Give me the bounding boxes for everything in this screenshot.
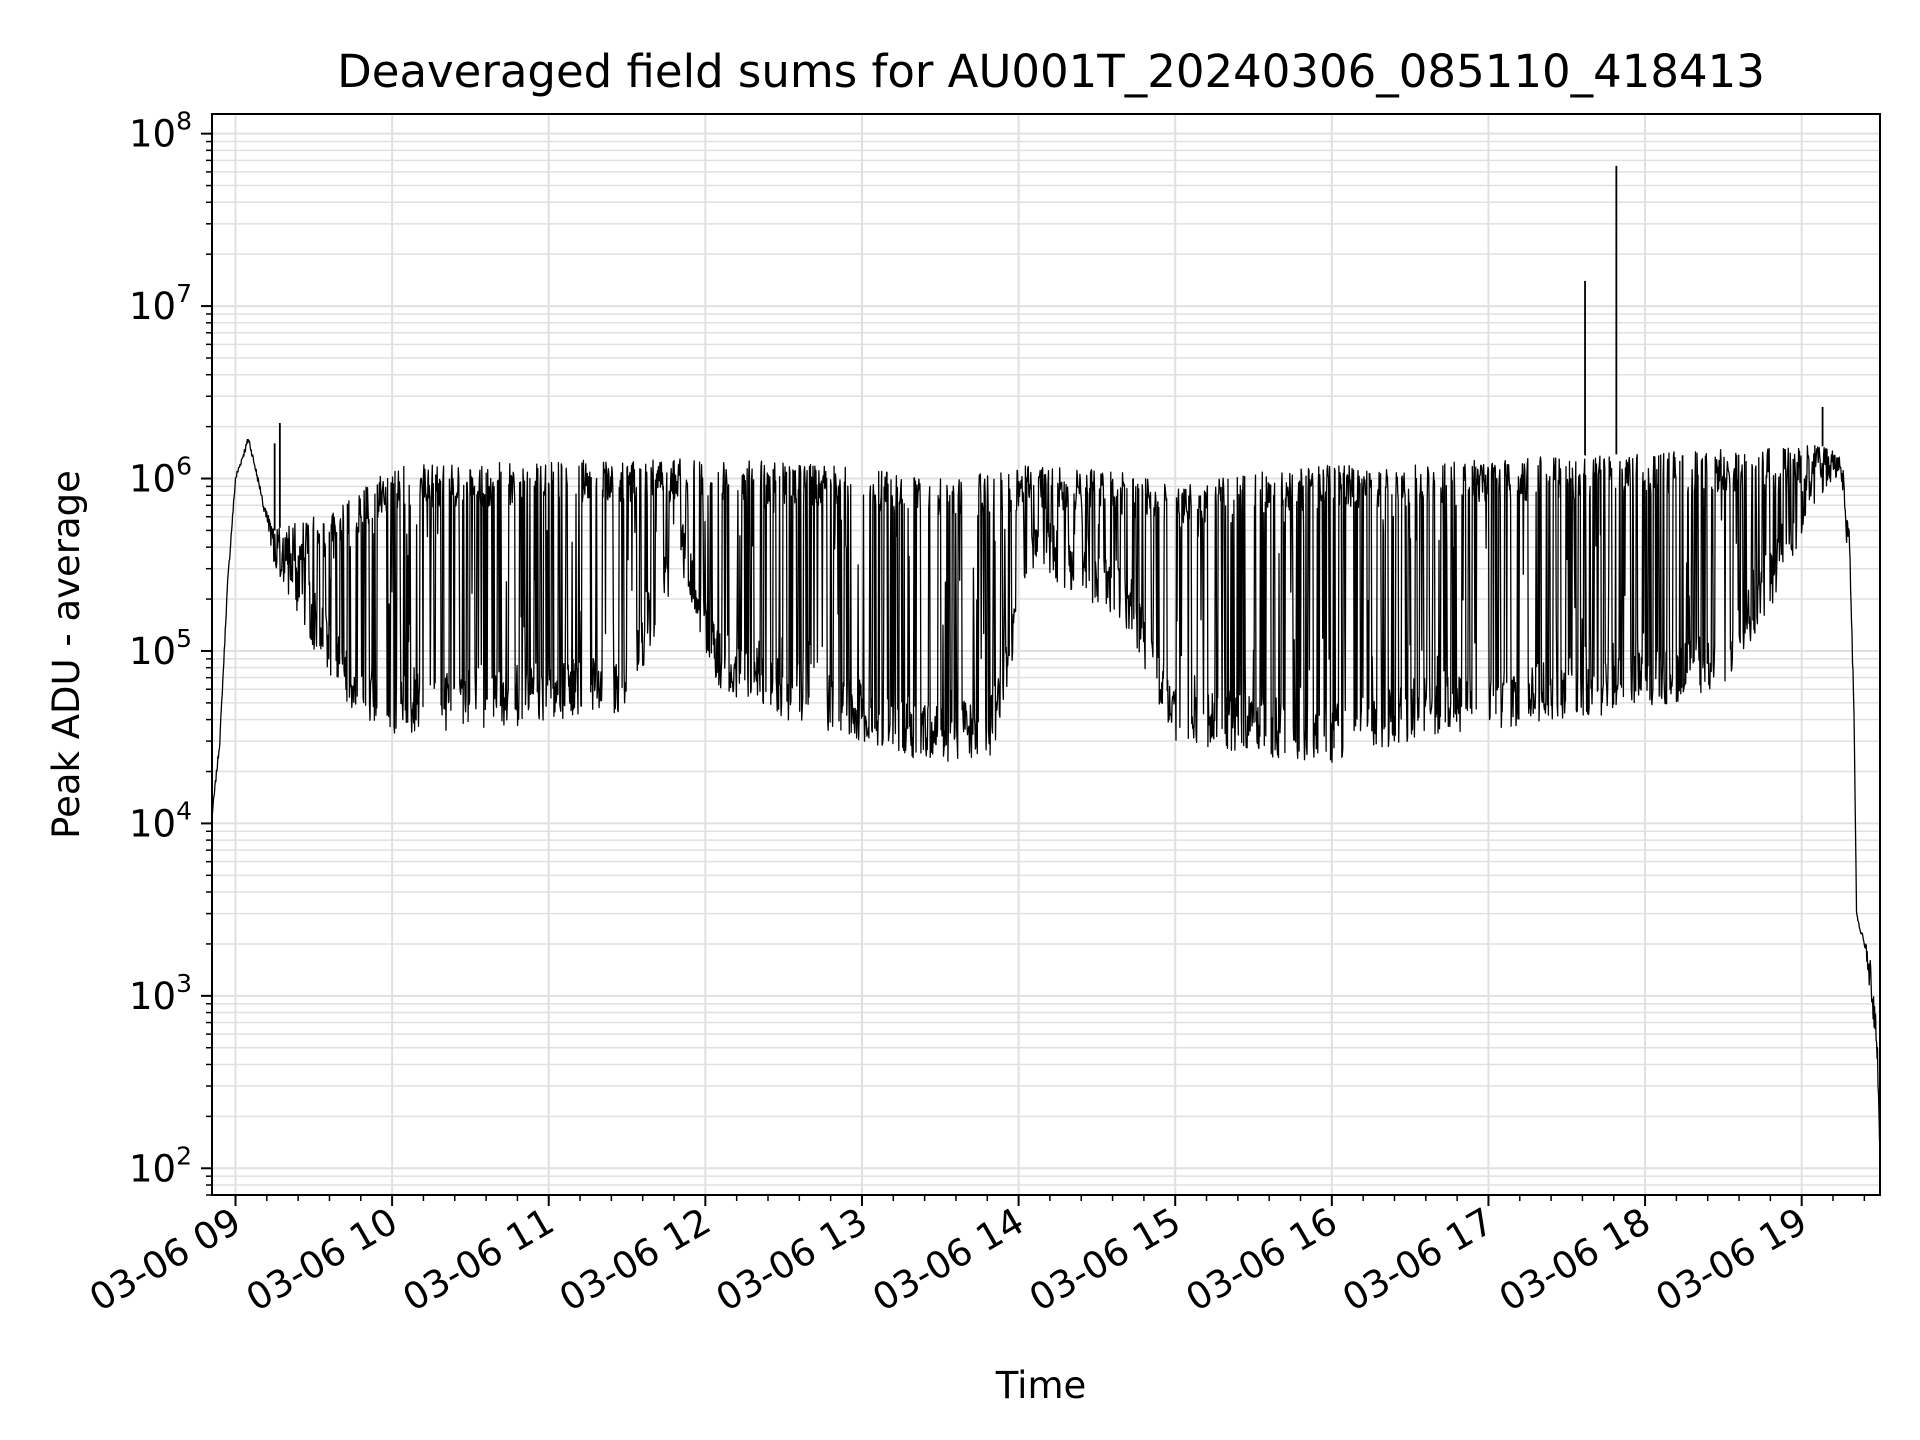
y-tick-label-base: 10	[129, 458, 176, 501]
y-tick-label-exponent: 5	[176, 624, 192, 653]
y-tick-label-exponent: 4	[176, 796, 192, 825]
data-series	[211, 165, 1881, 1152]
y-tick-label-base: 10	[129, 802, 176, 845]
y-tick-label-exponent: 6	[176, 452, 192, 481]
y-tick-label-base: 10	[129, 1147, 176, 1190]
y-tick-label: 107	[129, 279, 192, 328]
y-tick-label-base: 10	[129, 285, 176, 328]
y-tick-label: 106	[129, 452, 192, 501]
x-axis-label: Time	[995, 1364, 1087, 1407]
grid	[212, 114, 1880, 1196]
y-tick-label: 104	[129, 796, 192, 845]
chart-title: Deaveraged field sums for AU001T_2024030…	[337, 45, 1765, 98]
y-axis-label: Peak ADU - average	[45, 470, 88, 839]
y-tick-label-base: 10	[129, 113, 176, 156]
y-tick-label-base: 10	[129, 975, 176, 1018]
y-tick-label: 103	[129, 969, 192, 1018]
y-tick-label-exponent: 2	[176, 1141, 192, 1170]
y-tick-label-exponent: 8	[176, 107, 192, 136]
plot-frame	[211, 113, 1881, 1196]
y-tick-label: 105	[129, 624, 192, 673]
y-tick-label-base: 10	[129, 630, 176, 673]
y-tick-label-exponent: 7	[176, 279, 192, 308]
series-line	[211, 438, 1881, 1152]
y-tick-label: 108	[129, 107, 192, 156]
y-tick-label-exponent: 3	[176, 969, 192, 998]
y-tick-label: 102	[129, 1141, 192, 1190]
